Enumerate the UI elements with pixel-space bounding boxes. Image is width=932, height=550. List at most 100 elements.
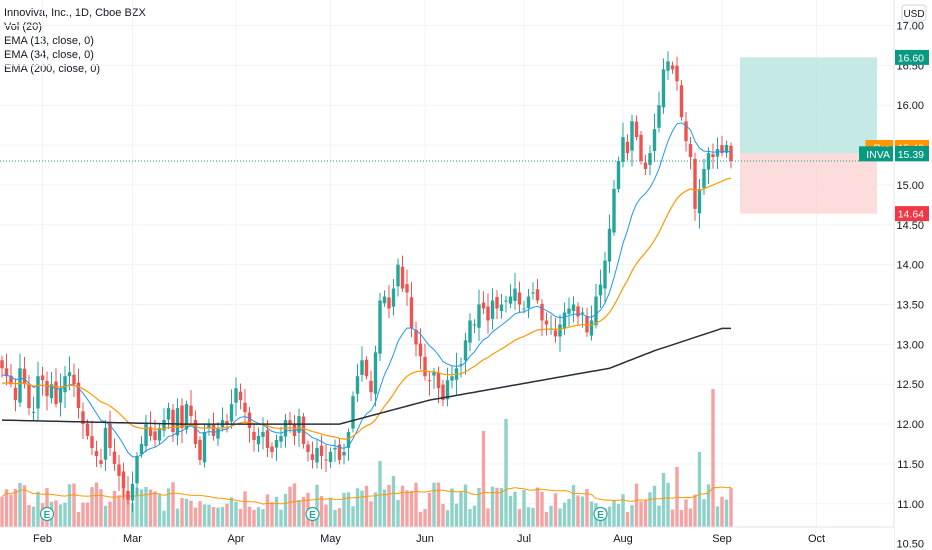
volume-bar xyxy=(283,493,288,527)
symbol-title[interactable]: Innoviva, Inc., 1D, Cboe BZX xyxy=(4,7,146,19)
volume-bar xyxy=(670,509,675,527)
legend-ema34[interactable]: EMA (34, close, 0) xyxy=(4,49,94,61)
candle-body xyxy=(54,381,58,405)
price-axis-bg xyxy=(894,0,932,550)
last-price-tag-box xyxy=(895,146,929,162)
volume-bar xyxy=(274,496,279,527)
volume-bar xyxy=(171,482,175,527)
price-tick-label: 16.00 xyxy=(896,100,924,112)
volume-bar xyxy=(229,497,234,527)
volume-bar xyxy=(207,504,211,527)
candle-body xyxy=(270,446,274,452)
legend-vol[interactable]: Vol (20) xyxy=(4,21,42,33)
volume-bar xyxy=(139,489,144,527)
ema-lines xyxy=(1,122,732,458)
price-tick-label: 15.00 xyxy=(896,180,924,192)
volume-bar xyxy=(211,507,216,527)
price-tick-label: 12.50 xyxy=(896,379,924,391)
volume-bar xyxy=(472,505,477,527)
volume-bar xyxy=(661,473,666,527)
volume-bar xyxy=(103,505,108,527)
candle-body xyxy=(418,343,423,357)
volume-bar xyxy=(652,485,657,527)
candle-body xyxy=(279,436,283,442)
stop-price-tag-box xyxy=(895,206,929,222)
time-tick-label: Jun xyxy=(416,533,434,545)
legend-ema200[interactable]: EMA (200, close, 0) xyxy=(4,63,100,75)
volume-bar xyxy=(220,506,225,527)
volume-bar xyxy=(126,495,130,527)
time-tick-label: Feb xyxy=(33,533,52,545)
volume-bar xyxy=(513,491,517,527)
volume-bar xyxy=(468,509,472,527)
candle-body xyxy=(436,372,441,389)
candle-body xyxy=(31,412,36,414)
volume-bar xyxy=(549,505,553,527)
volume-bar xyxy=(459,492,463,527)
volume-bar xyxy=(499,487,504,527)
candle-body xyxy=(274,440,279,448)
candle-body xyxy=(117,464,121,476)
volume-bar xyxy=(648,492,652,527)
candle-body xyxy=(693,158,697,209)
candle-body xyxy=(247,412,252,429)
candle-body xyxy=(144,424,148,447)
currency-badge[interactable]: USD xyxy=(901,4,927,22)
price-tick-label: 13.00 xyxy=(896,339,924,351)
candle-body xyxy=(603,260,607,289)
volume-bar xyxy=(202,504,207,527)
time-tick-label: Aug xyxy=(613,533,633,545)
volume-bar xyxy=(630,505,634,527)
volume-bar xyxy=(693,494,697,527)
candle-body xyxy=(319,445,324,456)
candle-body xyxy=(189,405,193,417)
volume-bar xyxy=(382,489,387,527)
volume-bar xyxy=(477,488,481,527)
candle-body xyxy=(513,288,517,301)
volume-bar xyxy=(729,487,733,527)
candle-body xyxy=(432,372,436,376)
candle-body xyxy=(580,312,585,314)
last-price-tag-label: 15.39 xyxy=(898,149,924,161)
last-price-tag-prefix: INVA xyxy=(866,149,890,161)
candle-body xyxy=(409,297,414,329)
volume-bar xyxy=(193,507,198,527)
earnings-letter: E xyxy=(44,510,51,521)
candle-body xyxy=(643,162,648,169)
candle-body xyxy=(486,306,490,321)
candle-body xyxy=(634,121,639,138)
volume-bar xyxy=(504,419,508,527)
volume-bar xyxy=(121,487,126,527)
candle-body xyxy=(387,297,391,309)
volume-bar xyxy=(495,487,499,527)
legend-ema13[interactable]: EMA (13, close, 0) xyxy=(4,35,94,47)
volume-bar xyxy=(684,499,688,527)
volume-bar xyxy=(36,491,40,527)
volume-bar xyxy=(724,499,729,527)
candle-body xyxy=(625,141,630,154)
candle-body xyxy=(207,424,211,429)
candle-body xyxy=(112,451,117,464)
candle-body xyxy=(729,145,733,162)
volume-bar xyxy=(148,489,153,527)
volume-bar xyxy=(216,507,220,527)
volume-bar xyxy=(639,501,643,527)
candle-body xyxy=(324,459,328,461)
candle-body xyxy=(423,356,427,377)
volume-bar xyxy=(616,503,621,527)
candle-body xyxy=(63,376,67,393)
volume-bar xyxy=(279,509,283,527)
candle-body xyxy=(238,391,243,401)
loss-zone xyxy=(740,153,877,214)
volume-bar xyxy=(112,490,117,527)
candle-body xyxy=(4,368,9,377)
volume-bar xyxy=(99,489,103,527)
candle-body xyxy=(355,376,360,394)
volume-bar xyxy=(18,482,22,527)
candle-body xyxy=(400,266,405,289)
volume-bar xyxy=(301,496,306,527)
candle-body xyxy=(414,329,418,345)
volume-bar xyxy=(261,509,265,527)
